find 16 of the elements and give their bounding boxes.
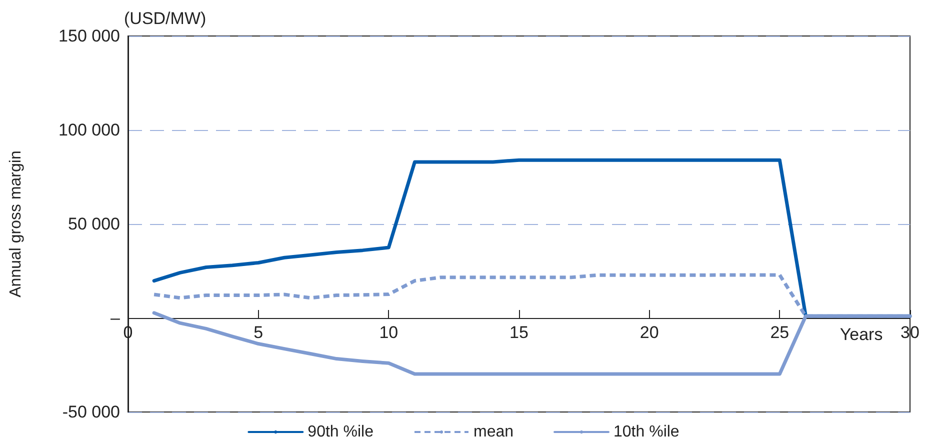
x-tick-label: 5 [254, 323, 264, 342]
text: (USD/MW) [124, 9, 206, 28]
y-tick-label: 100 000 [58, 120, 120, 140]
x-tick-label: 15 [510, 323, 528, 342]
x-tick-label: 20 [640, 323, 659, 342]
y-tick-label: 50 000 [68, 214, 120, 234]
legend-label: mean [473, 424, 514, 440]
x-tick-label: 10 [379, 323, 398, 342]
x-tick-label: 25 [770, 323, 790, 342]
y-tick-label: – [110, 308, 121, 328]
x-axis-title: Years [840, 325, 883, 344]
legend-label: 10th %ile [614, 424, 680, 440]
y-tick-label: -50 000 [62, 402, 120, 422]
legend-label: 90th %ile [308, 424, 374, 440]
y-axis-title: Annual gross margin [8, 150, 24, 298]
y-tick-label: 150 000 [58, 26, 120, 46]
